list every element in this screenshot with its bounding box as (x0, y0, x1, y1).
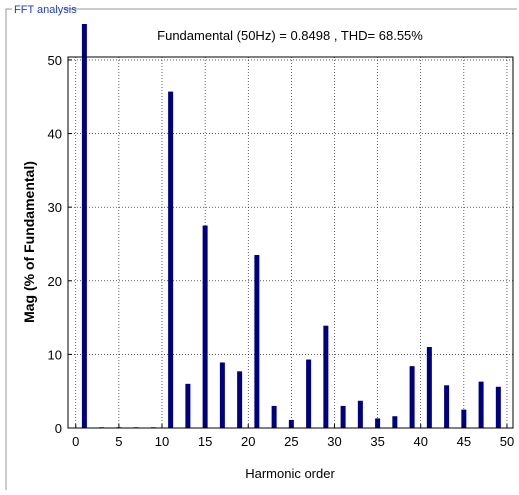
bar (237, 371, 243, 428)
panel-title: FFT analysis (14, 4, 77, 16)
x-tick-label: 0 (72, 434, 79, 449)
y-tick-label: 50 (48, 53, 62, 68)
x-tick-label: 15 (198, 434, 212, 449)
bar (168, 91, 174, 428)
y-tick-label: 0 (55, 421, 62, 436)
x-tick-label: 45 (457, 434, 471, 449)
plot-area (68, 57, 513, 428)
bar (185, 383, 191, 428)
bar (495, 386, 501, 428)
chart-title: Fundamental (50Hz) = 0.8498 , THD= 68.55… (157, 28, 423, 43)
bar (271, 405, 277, 428)
bar (426, 347, 432, 428)
y-tick-label: 40 (48, 127, 62, 142)
y-tick-label: 10 (48, 347, 62, 362)
bars (81, 24, 501, 428)
bar (461, 409, 467, 428)
bar (306, 359, 312, 428)
y-tick-label: 30 (48, 200, 62, 215)
x-tick-label: 20 (241, 434, 255, 449)
bar (375, 418, 381, 428)
bar (202, 225, 208, 428)
axes-box (67, 56, 514, 429)
y-axis-label: Mag (% of Fundamental) (21, 161, 37, 323)
x-tick-label: 50 (500, 434, 514, 449)
panel-border (5, 8, 12, 490)
x-tick-label: 40 (413, 434, 427, 449)
bar (254, 255, 260, 428)
x-tick-label: 35 (370, 434, 384, 449)
bar (392, 416, 398, 428)
bar (409, 366, 415, 428)
bar (478, 381, 484, 428)
x-tick-label: 30 (327, 434, 341, 449)
bar (444, 385, 450, 428)
x-tick-label: 5 (115, 434, 122, 449)
y-tick-label: 20 (48, 274, 62, 289)
bar (219, 362, 225, 428)
x-axis-label: Harmonic order (245, 466, 335, 481)
bar (323, 325, 329, 428)
x-tick-label: 25 (284, 434, 298, 449)
bar (357, 400, 363, 428)
x-tick-label: 10 (155, 434, 169, 449)
bar (81, 24, 87, 428)
bar (288, 419, 294, 428)
bar (340, 405, 346, 428)
